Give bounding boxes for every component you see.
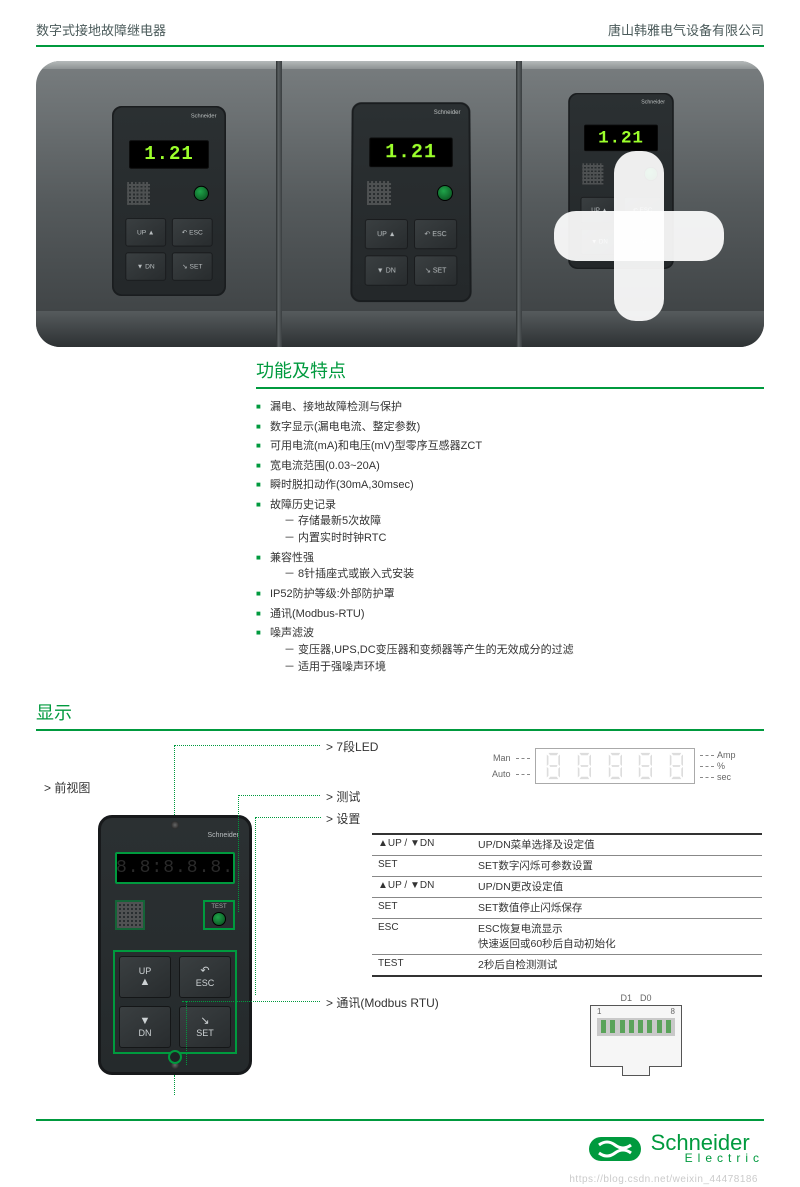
features-section: 功能及特点 漏电、接地故障检测与保护数字显示(漏电电流、整定参数) 可用电流(mA… bbox=[256, 357, 764, 693]
device-test-button[interactable]: TEST bbox=[203, 900, 235, 930]
settings-table: ▲UP / ▼DNUP/DN菜单选择及设定值SETSET数字闪烁可参数设置▲UP… bbox=[372, 833, 762, 977]
callout-led: > 7段LED bbox=[326, 738, 378, 755]
watermark-text: https://blog.csdn.net/weixin_44478186 bbox=[569, 1174, 758, 1185]
feature-subitem: － 变压器,UPS,DC变压器和变频器等产生的无效成分的过滤 bbox=[284, 643, 764, 659]
feature-item: 故障历史记录－ 存储最新5次故障－ 内置实时时钟RTC bbox=[256, 497, 764, 547]
page-footer: Schneider Electric bbox=[36, 1119, 764, 1167]
footer-brand-name: Schneider bbox=[651, 1133, 764, 1153]
display-heading: 显示 bbox=[36, 699, 764, 731]
seven-seg-legend: Man Auto Amp % sec bbox=[492, 743, 752, 789]
hero-relay-1: Schneider 1.21 UP ▲↶ ESC ▼ DN↘ SET bbox=[291, 61, 509, 311]
seven-seg-digits-icon bbox=[535, 748, 695, 784]
callout-comm: > 通讯(Modbus RTU) bbox=[326, 994, 439, 1011]
hero-led-0: 1.21 bbox=[129, 140, 209, 169]
settings-row: SETSET数字闪烁可参数设置 bbox=[372, 856, 762, 877]
feature-item: IP52防护等级:外部防护罩 bbox=[256, 586, 764, 603]
feature-item: 噪声滤波－ 变压器,UPS,DC变压器和变频器等产生的无效成分的过滤－ 适用于强… bbox=[256, 625, 764, 675]
features-heading: 功能及特点 bbox=[256, 357, 764, 389]
settings-row: SETSET数值停止闪烁保存 bbox=[372, 898, 762, 919]
hero-led-2: 1.21 bbox=[584, 125, 658, 151]
device-button-grid: UP▲ ↶ESC ▼DN ↘SET bbox=[113, 950, 237, 1054]
footer-brand-sub: Electric bbox=[651, 1153, 764, 1164]
features-list: 漏电、接地故障检测与保护数字显示(漏电电流、整定参数) 可用电流(mA)和电压(m… bbox=[256, 399, 764, 676]
device-brand-label: Schneider bbox=[207, 832, 239, 839]
feature-item: 通讯(Modbus-RTU) bbox=[256, 606, 764, 623]
page-header: 数字式接地故障继电器 唐山韩雅电气设备有限公司 bbox=[36, 0, 764, 47]
plus-overlay-icon bbox=[554, 151, 724, 321]
front-view-label: > 前视图 bbox=[44, 779, 90, 796]
display-section: 显示 > 前视图 Schneider 8.8:8.8.8. TEST UP▲ ↶… bbox=[36, 699, 764, 1105]
feature-subitem: － 内置实时时钟RTC bbox=[284, 531, 764, 547]
feature-item: 数字显示(漏电电流、整定参数) bbox=[256, 419, 764, 436]
device-comm-port-icon bbox=[168, 1050, 182, 1064]
header-title-right: 唐山韩雅电气设备有限公司 bbox=[608, 20, 764, 39]
schneider-mark-icon bbox=[589, 1131, 641, 1167]
schneider-logo: Schneider Electric bbox=[589, 1131, 764, 1167]
callout-test: > 测试 bbox=[326, 788, 360, 805]
header-title-left: 数字式接地故障继电器 bbox=[36, 20, 166, 39]
feature-subitem: － 适用于强噪声环境 bbox=[284, 660, 764, 676]
rj45-pins bbox=[597, 1018, 675, 1036]
feature-item: 可用电流(mA)和电压(mV)型零序互感器ZCT bbox=[256, 438, 764, 455]
settings-row: TEST2秒后自检测测试 bbox=[372, 955, 762, 977]
settings-row: ▲UP / ▼DNUP/DN菜单选择及设定值 bbox=[372, 835, 762, 856]
feature-item: 宽电流范围(0.03~20A) bbox=[256, 458, 764, 475]
feature-subitem: － 8针插座式或嵌入式安装 bbox=[284, 567, 764, 583]
device-btn-up[interactable]: UP▲ bbox=[119, 956, 171, 998]
device-btn-esc[interactable]: ↶ESC bbox=[179, 956, 231, 998]
callout-settings: > 设置 bbox=[326, 810, 360, 827]
settings-row: ▲UP / ▼DNUP/DN更改设定值 bbox=[372, 877, 762, 898]
hero-led-1: 1.21 bbox=[369, 138, 453, 168]
feature-item: 漏电、接地故障检测与保护 bbox=[256, 399, 764, 416]
device-btn-dn[interactable]: ▼DN bbox=[119, 1006, 171, 1048]
device-led-display: 8.8:8.8.8. bbox=[115, 852, 235, 884]
feature-item: 兼容性强－ 8针插座式或嵌入式安装 bbox=[256, 550, 764, 583]
settings-row: ESCESC恢复电流显示快速返回或60秒后自动初始化 bbox=[372, 919, 762, 954]
rj45-port-diagram: D1 D0 18 bbox=[576, 993, 696, 1067]
hero-relay-0: Schneider 1.21 UP ▲↶ ESC ▼ DN↘ SET bbox=[36, 61, 233, 311]
feature-item: 瞬时脱扣动作(30mA,30msec) bbox=[256, 477, 764, 494]
device-qr-icon bbox=[115, 900, 145, 930]
front-device: Schneider 8.8:8.8.8. TEST UP▲ ↶ESC ▼DN ↘… bbox=[98, 815, 252, 1075]
feature-subitem: － 存储最新5次故障 bbox=[284, 514, 764, 530]
hero-product-image: Schneider 1.21 UP ▲↶ ESC ▼ DN↘ SET Schne… bbox=[36, 61, 764, 347]
